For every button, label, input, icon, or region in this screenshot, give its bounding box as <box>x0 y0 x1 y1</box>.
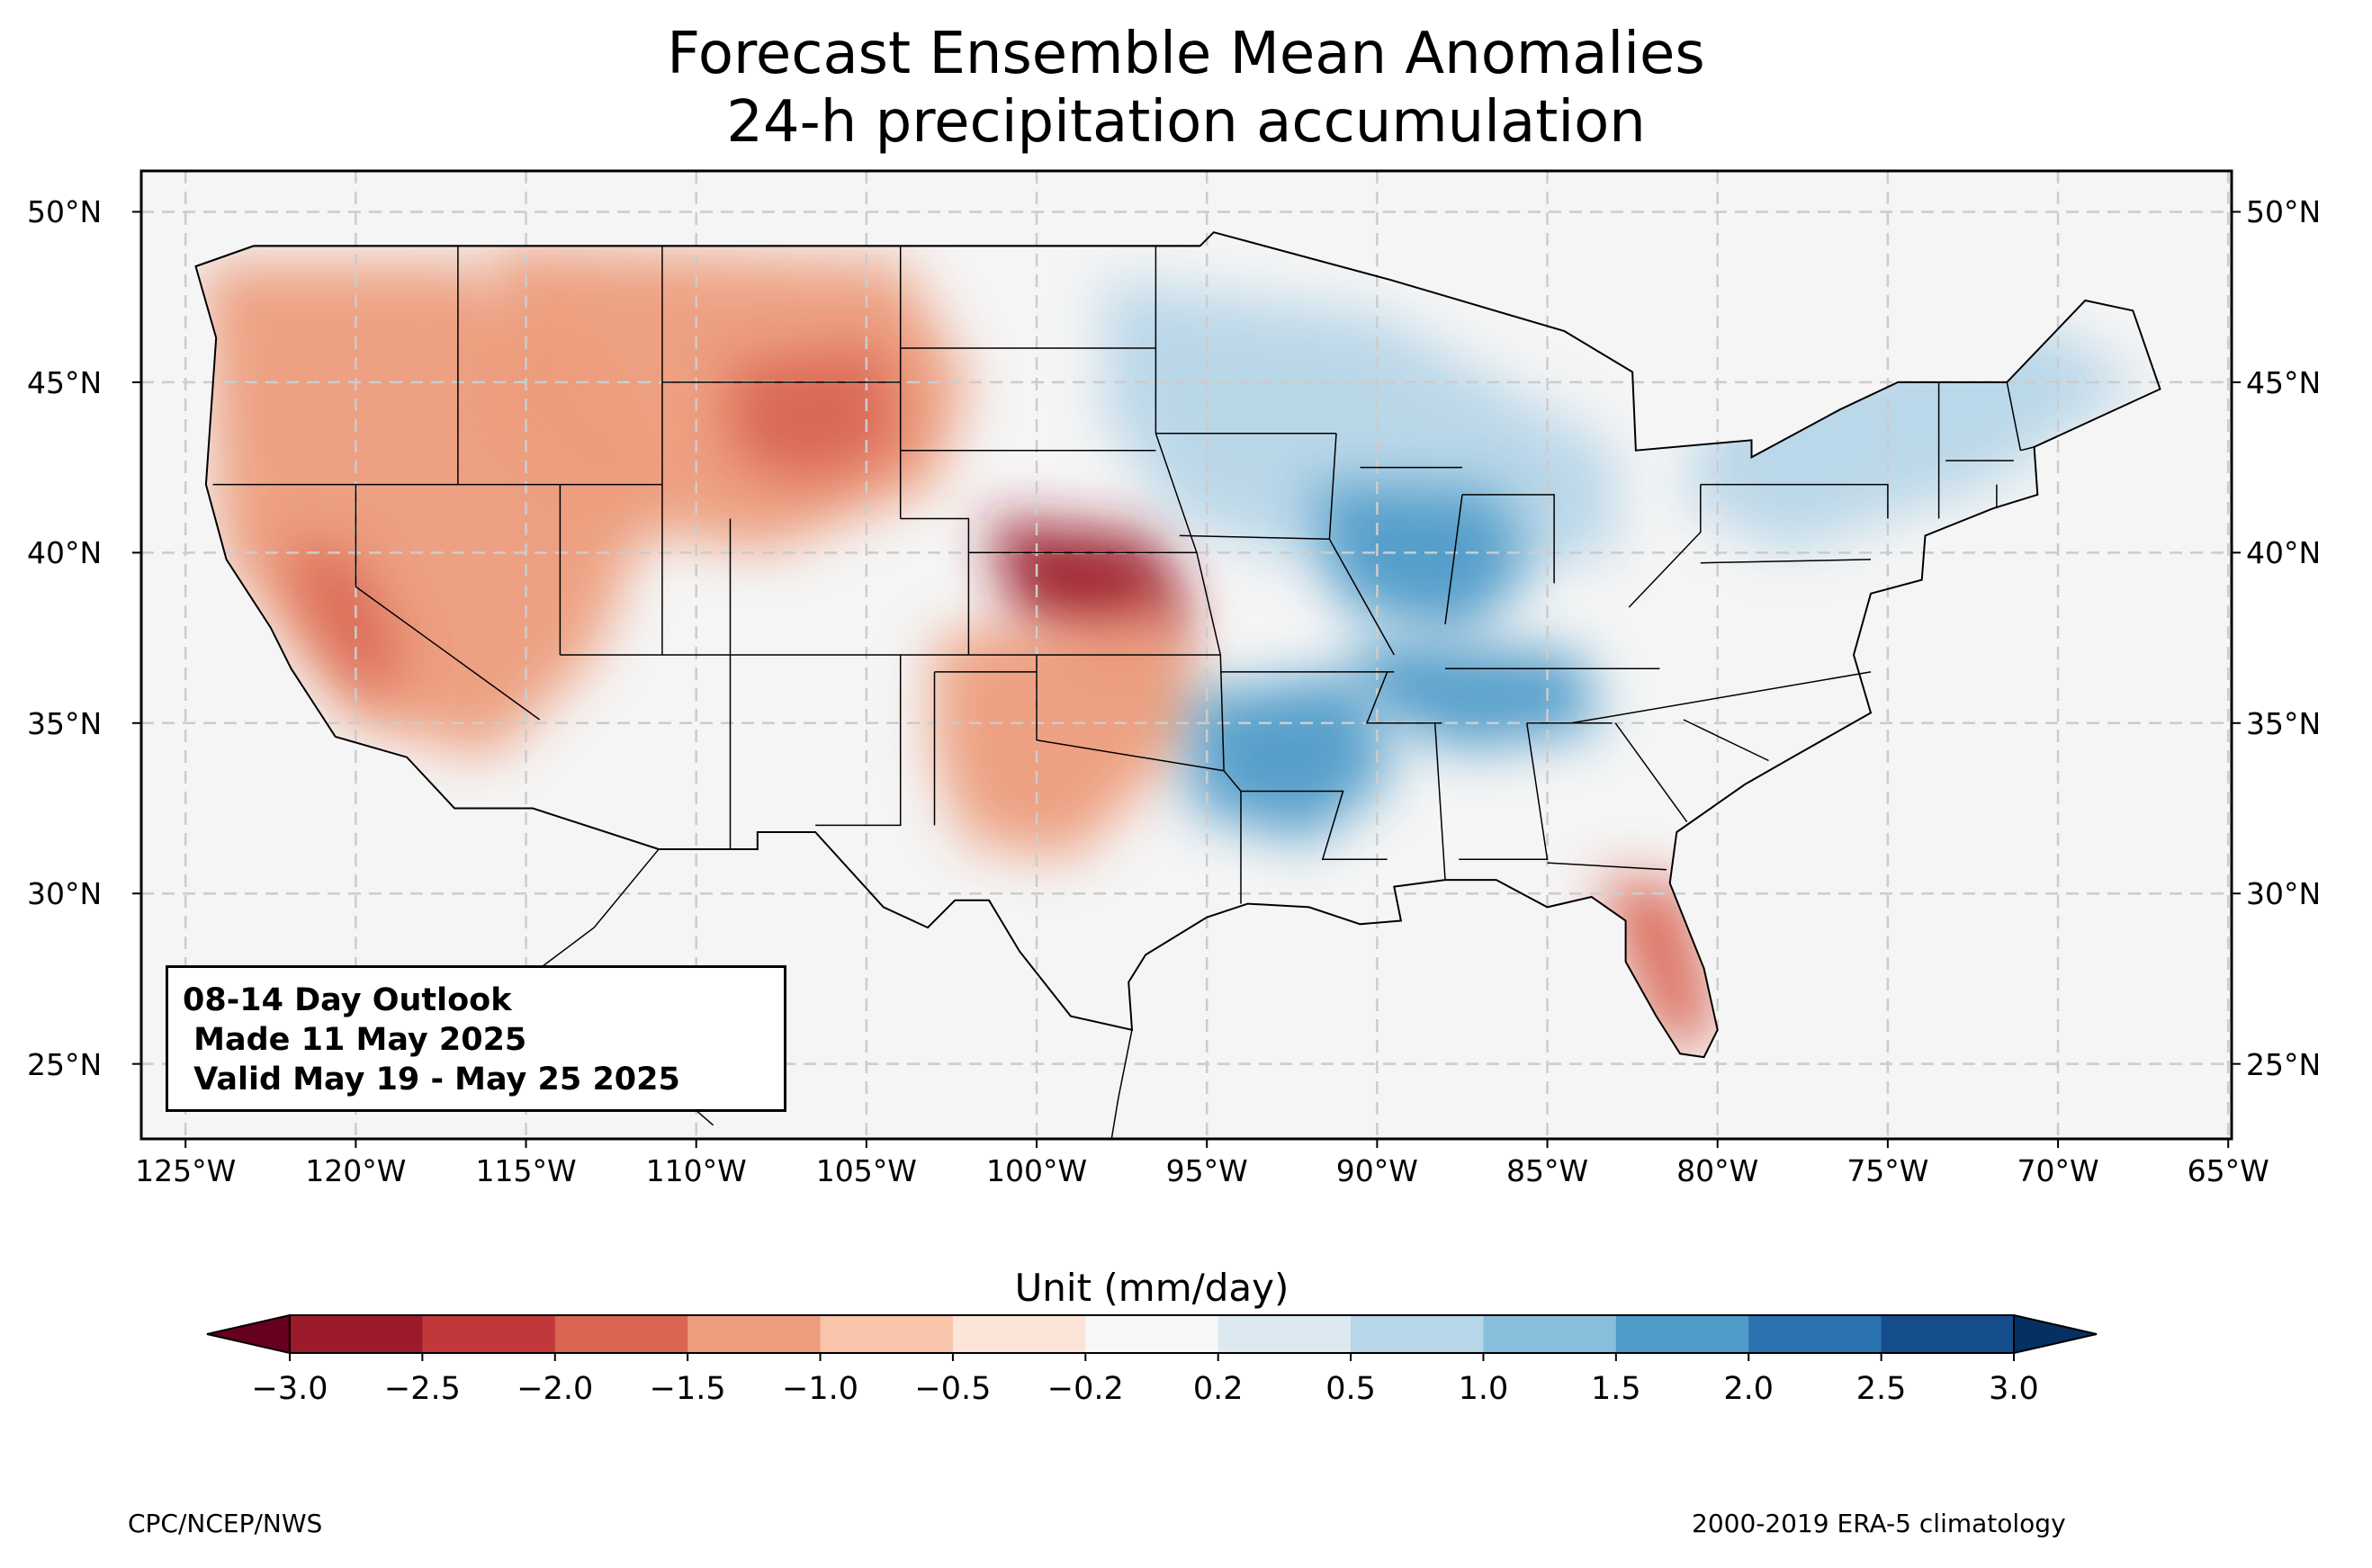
state-border <box>355 484 541 721</box>
gulf-coast-mexico <box>1110 1029 1133 1139</box>
latitude-label: 30°N <box>2246 876 2322 912</box>
anomaly-region-central-valley-california <box>281 542 404 703</box>
longitude-label: 75°W <box>1846 1153 1929 1188</box>
footer-source: CPC/NCEP/NWS <box>128 1509 323 1538</box>
state-border <box>1547 862 1667 871</box>
state-border <box>1365 671 1442 724</box>
state-border <box>1570 671 1872 724</box>
canada-border <box>195 245 1200 268</box>
colorbar-tick-label: −1.5 <box>649 1371 726 1407</box>
state-border <box>815 655 902 827</box>
state-border <box>1155 246 1225 771</box>
map-frame <box>139 169 2233 1141</box>
footer-climatology: 2000-2019 ERA-5 climatology <box>1692 1509 2066 1538</box>
map-tick-marks <box>132 211 2241 1148</box>
state-boundaries <box>194 231 2161 1139</box>
outlook-info-box: 08-14 Day Outlook Made 11 May 2025 Valid… <box>166 965 786 1112</box>
state-border <box>1700 559 1872 564</box>
longitude-label: 70°W <box>2017 1153 2099 1188</box>
latitude-label: 50°N <box>2246 194 2322 230</box>
longitude-label: 90°W <box>1335 1153 1418 1188</box>
state-border <box>1241 790 1388 861</box>
state-border <box>1462 494 1555 584</box>
state-border <box>1036 655 1225 772</box>
longitude-label: 105°W <box>815 1153 917 1188</box>
colorbar-tick-label: 2.5 <box>1855 1371 1907 1407</box>
anomaly-region-texas-panhandle-and-oklahoma <box>934 604 1208 860</box>
colorbar-tick-label: 0.2 <box>1192 1371 1244 1407</box>
latitude-label: 35°N <box>27 705 103 741</box>
latitude-label: 25°N <box>2246 1046 2322 1082</box>
latitude-label: 25°N <box>27 1046 103 1082</box>
chart-title-line-1: Forecast Ensemble Mean Anomalies <box>667 21 1705 87</box>
colorbar-tick-label: 1.0 <box>1458 1371 1509 1407</box>
state-border <box>1433 722 1446 881</box>
colorbar-tick-label: −1.0 <box>782 1371 859 1407</box>
state-border <box>1459 722 1549 861</box>
colorbar-tick-label: 3.0 <box>1989 1371 2039 1407</box>
latitude-label: 40°N <box>27 535 103 571</box>
longitude-label: 80°W <box>1676 1153 1759 1188</box>
longitude-label: 85°W <box>1505 1153 1589 1188</box>
state-border <box>2006 381 2022 451</box>
colorbar-tick-label: 1.5 <box>1591 1371 1641 1407</box>
colorbar-tick-label: −2.5 <box>383 1371 461 1407</box>
colorbar-tick-label: −3.0 <box>251 1371 328 1407</box>
colorbar-tick-label: 2.0 <box>1723 1371 1775 1407</box>
colorbar-title: Unit (mm/day) <box>1014 1266 1289 1310</box>
longitude-label: 65°W <box>2187 1153 2269 1188</box>
state-border <box>1614 722 1688 823</box>
outlook-made-date: Made 11 May 2025 <box>183 1022 527 1058</box>
anomaly-field <box>202 246 2143 1054</box>
colorbar-tick-label: −0.5 <box>914 1371 992 1407</box>
longitude-label: 120°W <box>305 1153 407 1188</box>
outlook-valid-range: Valid May 19 - May 25 2025 <box>183 1062 680 1098</box>
anomaly-region-illinois-and-indiana <box>1308 484 1531 639</box>
longitude-label: 125°W <box>135 1153 237 1188</box>
latitude-label: 30°N <box>27 876 103 912</box>
longitude-label: 110°W <box>645 1153 747 1188</box>
colorbar-tick-label: −0.2 <box>1047 1371 1124 1407</box>
longitude-label: 95°W <box>1165 1153 1248 1188</box>
state-border <box>900 517 970 655</box>
state-border <box>1444 494 1463 624</box>
latitude-label: 45°N <box>27 364 103 400</box>
latitude-label: 45°N <box>2246 364 2322 400</box>
colorbar-tick-label: 0.5 <box>1325 1371 1376 1407</box>
us-outline <box>194 231 2161 1059</box>
latitude-label: 40°N <box>2246 535 2322 571</box>
outlook-period: 08-14 Day Outlook <box>183 982 512 1018</box>
state-border <box>1328 433 1395 656</box>
state-border <box>1700 483 1889 519</box>
chart-title-line-2: 24-h precipitation accumulation <box>726 89 1646 156</box>
state-border <box>2020 446 2035 452</box>
latitude-label: 50°N <box>27 194 103 230</box>
longitude-label: 100°W <box>985 1153 1088 1188</box>
state-border <box>1683 719 1769 762</box>
colorbar-tick-label: −2.0 <box>517 1371 594 1407</box>
latitude-label: 35°N <box>2246 705 2322 741</box>
state-border <box>1628 484 1702 608</box>
longitude-label: 115°W <box>475 1153 577 1188</box>
state-border <box>1179 534 1330 540</box>
